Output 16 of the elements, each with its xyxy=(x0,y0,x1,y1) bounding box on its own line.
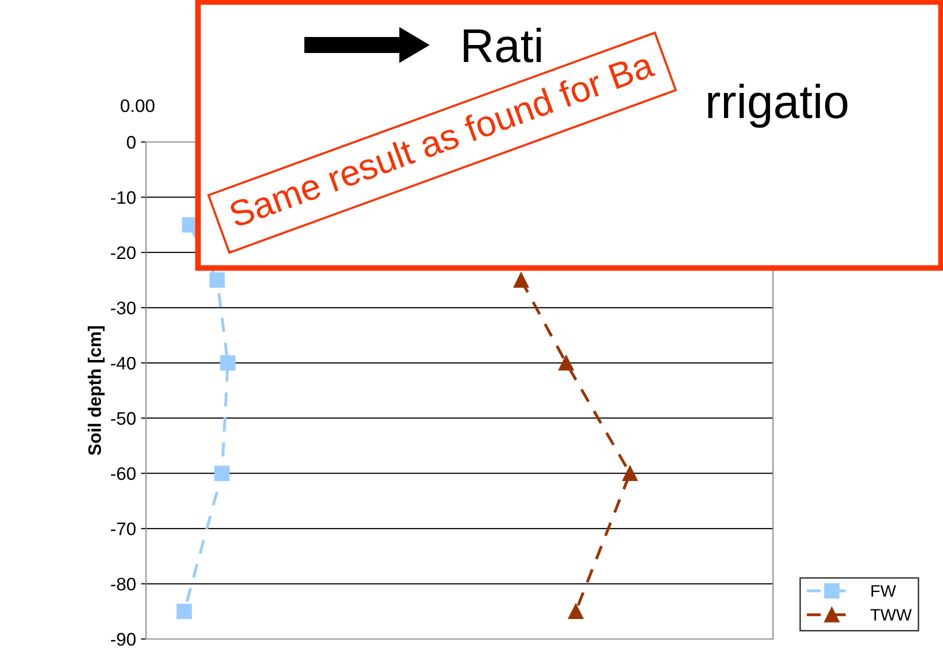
y-tick-label: -10 xyxy=(110,191,136,204)
text: rrigatio xyxy=(708,84,848,128)
y-tick-label: -80 xyxy=(110,578,136,590)
y-tick-label: -50 xyxy=(110,412,136,425)
legend-label: FW xyxy=(872,585,896,597)
y-tick-label: -70 xyxy=(110,522,136,536)
y-tick-label: -20 xyxy=(110,246,136,260)
text: Rati xyxy=(464,28,541,62)
text: 0.00 xyxy=(120,99,154,112)
legend-label: TWW xyxy=(870,609,912,621)
y-tick-label: -90 xyxy=(110,632,136,646)
y-tick-label: 0 xyxy=(126,136,136,149)
y-axis-title: Soil depth [cm] xyxy=(88,326,105,456)
y-tick-label: -40 xyxy=(110,356,136,370)
y-tick-label: -30 xyxy=(110,302,136,314)
y-tick-label: -60 xyxy=(110,467,136,480)
